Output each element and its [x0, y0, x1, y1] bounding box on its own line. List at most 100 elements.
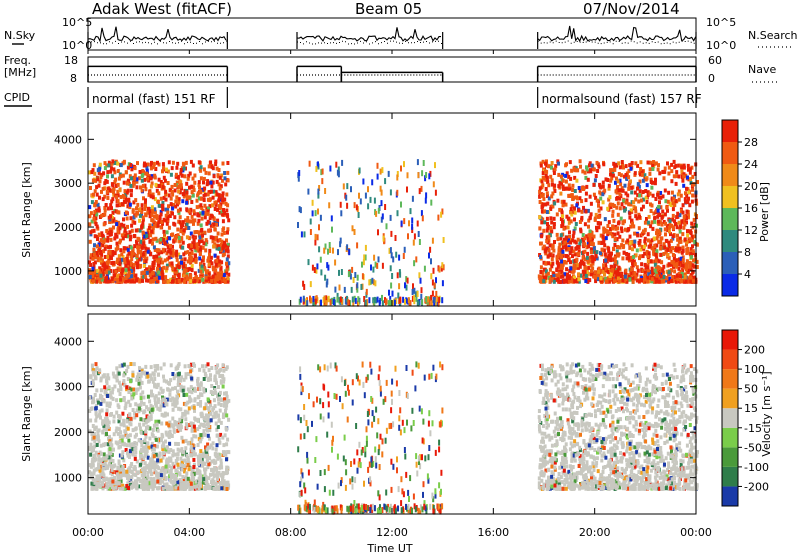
- power-cell: [634, 206, 637, 211]
- power-cell: [544, 187, 548, 191]
- power-cell: [609, 227, 612, 231]
- power-cell: [657, 205, 661, 209]
- power-cell: [149, 238, 153, 243]
- power-cell: [620, 202, 624, 207]
- power-cell: [169, 277, 173, 282]
- power-cell: [568, 235, 571, 239]
- velocity-cell: [186, 462, 190, 467]
- power-cell: [691, 269, 695, 274]
- power-cell: [664, 221, 668, 226]
- power-cell: [611, 202, 615, 207]
- velocity-cell: [202, 386, 206, 391]
- power-cell: [364, 254, 367, 261]
- power-cell: [213, 227, 217, 232]
- power-cell: [214, 162, 218, 166]
- power-cell: [190, 190, 194, 195]
- velocity-cell: [120, 363, 124, 368]
- power-cell: [633, 271, 637, 276]
- nsky-trace: [296, 27, 441, 42]
- power-cell: [192, 211, 196, 216]
- velocity-cell: [170, 434, 174, 438]
- power-cell: [377, 229, 379, 236]
- velocity-cell: [172, 464, 176, 469]
- power-cell: [146, 228, 150, 233]
- power-cell: [643, 270, 647, 275]
- power-cell: [119, 174, 123, 179]
- power-cell: [201, 245, 205, 250]
- power-cell: [570, 193, 574, 198]
- velocity-cell: [106, 418, 110, 423]
- power-cell: [159, 212, 163, 217]
- power-cell: [165, 263, 169, 268]
- power-cell: [675, 262, 679, 267]
- velocity-cell: [115, 398, 119, 403]
- power-cell: [221, 248, 225, 253]
- power-cell: [217, 168, 221, 172]
- power-cell: [172, 251, 176, 256]
- power-cell: [338, 297, 341, 304]
- power-cell: [669, 279, 673, 283]
- power-cell: [590, 230, 594, 235]
- power-cell: [102, 240, 106, 244]
- power-cell: [653, 181, 657, 186]
- power-cell: [659, 277, 663, 282]
- power-cell: [101, 263, 105, 268]
- power-cell: [411, 295, 414, 302]
- velocity-cell: [92, 431, 96, 436]
- power-cell: [676, 233, 679, 238]
- power-cell: [121, 236, 125, 241]
- power-cell: [685, 209, 689, 214]
- power-cell: [407, 297, 410, 304]
- power-cell: [216, 256, 220, 261]
- power-cell: [680, 271, 684, 276]
- power-cell: [654, 197, 658, 201]
- freq-panel-frame: [87, 56, 697, 83]
- power-cell: [381, 300, 384, 307]
- power-cell: [132, 181, 135, 185]
- power-cell: [686, 213, 690, 218]
- power-cell: [689, 247, 693, 252]
- power-cell: [685, 216, 688, 220]
- velocity-cell: [163, 482, 166, 487]
- velocity-cell: [222, 412, 225, 417]
- velocity-cell: [132, 387, 136, 392]
- power-cell: [673, 165, 677, 170]
- power-cell: [651, 246, 655, 251]
- power-cell: [306, 300, 309, 307]
- power-cell: [88, 270, 92, 275]
- power-cell: [649, 224, 653, 229]
- power-cell: [154, 167, 158, 171]
- power-cell: [196, 221, 200, 226]
- power-cell: [616, 201, 620, 206]
- power-cell: [541, 209, 545, 214]
- power-cell: [381, 294, 383, 301]
- y-tick-label: 3000: [54, 177, 82, 190]
- power-cell: [689, 237, 692, 242]
- power-cell: [94, 255, 98, 260]
- power-cell: [644, 265, 648, 270]
- power-cell: [145, 166, 149, 171]
- power-cell: [361, 273, 364, 280]
- power-cell: [652, 211, 656, 216]
- power-cell: [122, 180, 126, 185]
- power-cell: [634, 161, 638, 166]
- power-cell: [550, 204, 554, 209]
- power-cell: [381, 213, 384, 220]
- power-cell: [440, 211, 443, 218]
- power-cell: [340, 210, 343, 217]
- power-cell: [625, 256, 629, 261]
- power-cell: [402, 296, 405, 303]
- power-cell: [139, 239, 143, 244]
- power-cell: [674, 199, 678, 204]
- velocity-cell: [212, 474, 216, 479]
- velocity-cell: [169, 363, 173, 368]
- power-cell: [688, 203, 692, 208]
- power-cell: [688, 261, 692, 265]
- power-cell: [656, 265, 660, 270]
- power-cell: [191, 241, 195, 246]
- power-cell: [175, 180, 179, 185]
- power-cell: [157, 177, 161, 182]
- power-cell: [179, 171, 183, 176]
- velocity-cell: [221, 477, 224, 482]
- power-cell: [668, 262, 672, 267]
